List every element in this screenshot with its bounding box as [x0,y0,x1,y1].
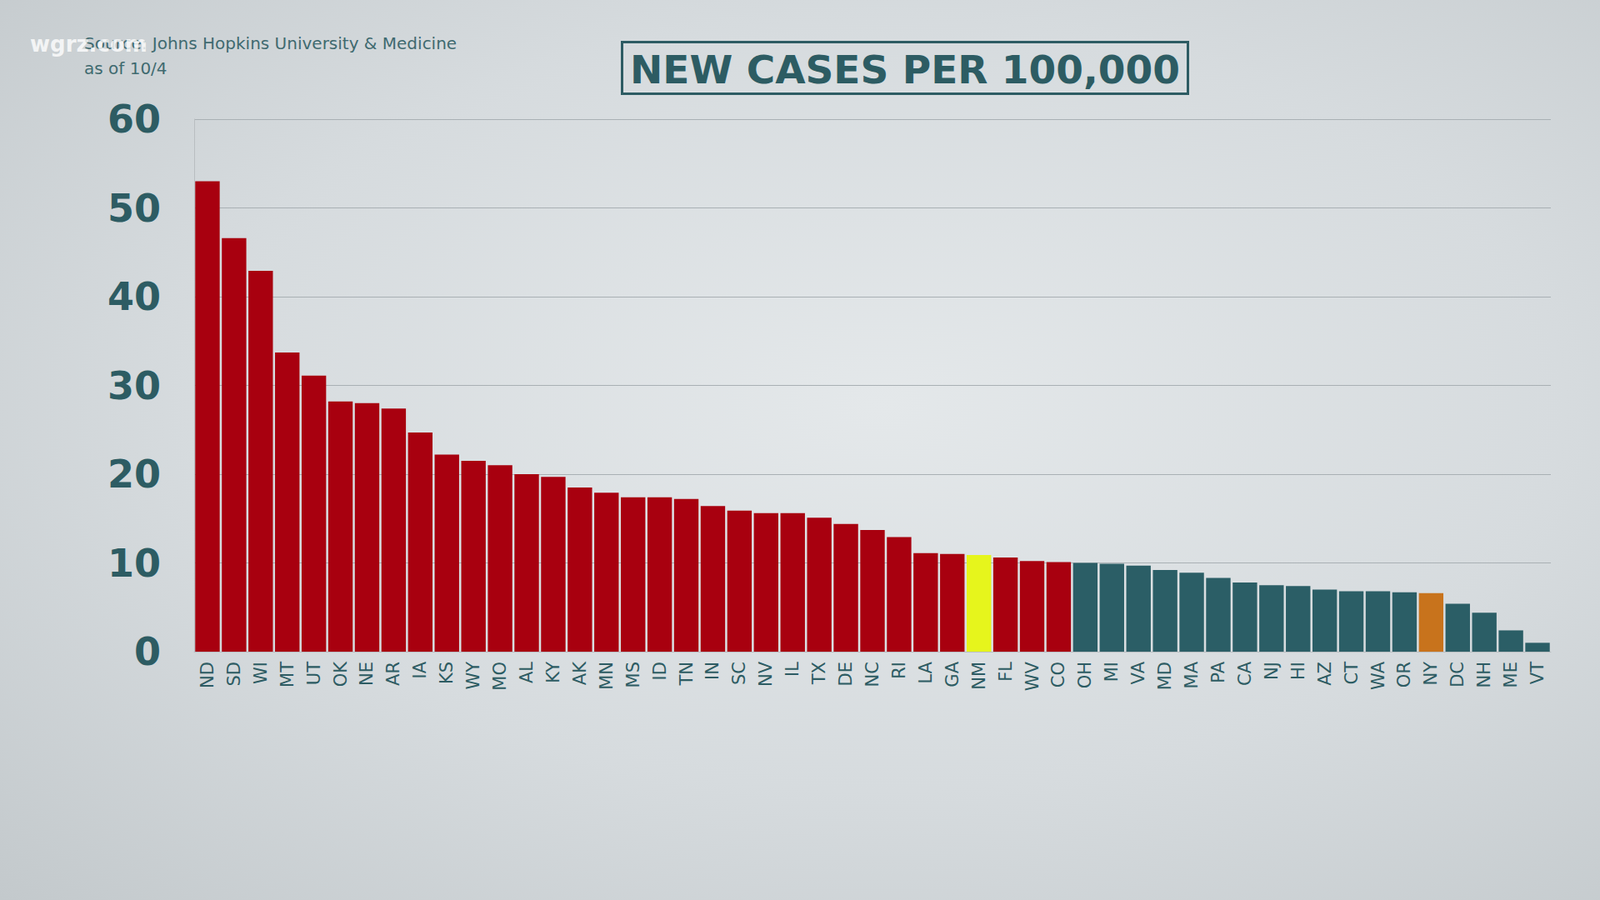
svg-text:VA: VA [1128,660,1149,685]
svg-text:30: 30 [107,363,161,409]
svg-text:PA: PA [1208,660,1229,683]
svg-text:OR: OR [1394,661,1415,688]
svg-text:IA: IA [410,660,430,679]
svg-text:NC: NC [862,661,883,687]
svg-text:MA: MA [1181,660,1202,689]
svg-text:NJ: NJ [1261,661,1282,680]
svg-text:ME: ME [1500,661,1521,688]
svg-text:MS: MS [623,661,644,688]
svg-text:NEW CASES PER 100,000: NEW CASES PER 100,000 [630,46,1180,93]
svg-text:SD: SD [224,661,245,687]
svg-text:ID: ID [650,661,670,680]
svg-text:MN: MN [596,661,617,690]
svg-text:10: 10 [107,540,161,586]
svg-text:TX: TX [809,661,830,685]
svg-text:as of 10/4: as of 10/4 [84,58,168,79]
svg-text:CA: CA [1235,660,1255,686]
svg-text:wgrz.com: wgrz.com [30,31,148,57]
svg-text:NV: NV [755,660,776,687]
svg-text:IN: IN [702,661,723,680]
svg-text:ND: ND [197,661,218,689]
svg-text:0: 0 [134,629,161,675]
svg-text:SC: SC [729,661,750,685]
svg-text:VT: VT [1527,661,1548,685]
svg-text:KY: KY [543,661,564,684]
svg-text:UT: UT [304,661,325,685]
svg-text:WY: WY [463,661,484,690]
svg-text:DC: DC [1447,661,1468,688]
svg-text:AK: AK [570,660,590,685]
svg-text:NH: NH [1474,661,1495,689]
svg-text:AR: AR [383,661,404,686]
svg-text:50: 50 [107,185,161,231]
svg-text:MT: MT [277,661,298,688]
svg-text:FL: FL [995,661,1016,682]
svg-text:OH: OH [1075,661,1095,689]
svg-text:MI: MI [1101,661,1122,682]
svg-text:WV: WV [1022,660,1043,691]
svg-text:OK: OK [330,660,351,688]
svg-text:Source: Johns Hopkins Universi: Source: Johns Hopkins University & Medic… [84,33,457,54]
svg-text:KS: KS [436,661,457,685]
svg-text:GA: GA [942,660,963,687]
svg-text:LA: LA [915,660,936,684]
svg-text:DE: DE [835,661,856,686]
svg-text:AL: AL [516,661,537,684]
svg-text:AZ: AZ [1315,661,1335,686]
svg-text:CO: CO [1048,661,1069,688]
svg-text:40: 40 [107,274,161,320]
svg-text:NE: NE [356,661,377,686]
svg-text:NM: NM [969,661,990,690]
svg-text:20: 20 [107,451,161,497]
svg-text:MO: MO [490,661,510,691]
svg-text:HI: HI [1288,661,1309,680]
svg-text:TN: TN [676,661,697,687]
svg-text:WI: WI [250,661,271,685]
svg-text:MD: MD [1155,661,1175,690]
svg-text:WA: WA [1368,660,1389,690]
svg-text:RI: RI [889,661,910,680]
svg-text:NY: NY [1420,661,1441,686]
svg-text:CT: CT [1341,661,1362,685]
svg-text:IL: IL [782,661,803,677]
svg-text:60: 60 [107,96,161,142]
